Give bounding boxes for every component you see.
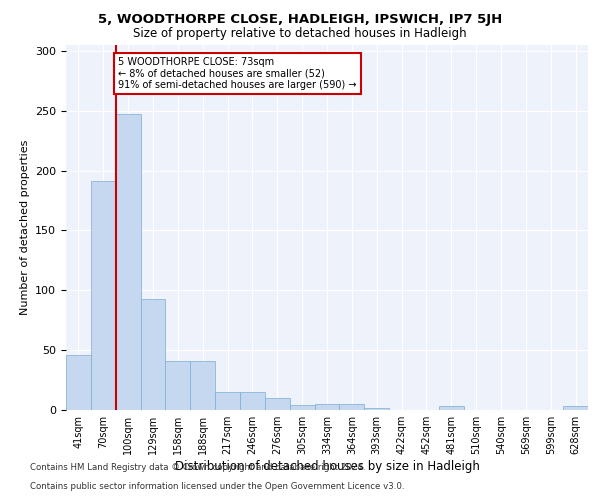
Y-axis label: Number of detached properties: Number of detached properties — [20, 140, 29, 315]
Bar — [340, 404, 364, 410]
Bar — [215, 392, 240, 410]
Bar — [439, 406, 464, 410]
Text: 5 WOODTHORPE CLOSE: 73sqm
← 8% of detached houses are smaller (52)
91% of semi-d: 5 WOODTHORPE CLOSE: 73sqm ← 8% of detach… — [118, 57, 356, 90]
Bar — [364, 408, 389, 410]
Bar — [66, 355, 91, 410]
Bar — [240, 392, 265, 410]
Text: 5, WOODTHORPE CLOSE, HADLEIGH, IPSWICH, IP7 5JH: 5, WOODTHORPE CLOSE, HADLEIGH, IPSWICH, … — [98, 12, 502, 26]
Bar — [166, 361, 190, 410]
Bar — [140, 298, 166, 410]
Bar — [190, 361, 215, 410]
Text: Contains HM Land Registry data © Crown copyright and database right 2024.: Contains HM Land Registry data © Crown c… — [30, 464, 365, 472]
Text: Size of property relative to detached houses in Hadleigh: Size of property relative to detached ho… — [133, 28, 467, 40]
Bar — [91, 182, 116, 410]
Bar — [265, 398, 290, 410]
Text: Contains public sector information licensed under the Open Government Licence v3: Contains public sector information licen… — [30, 482, 404, 491]
Bar — [563, 406, 588, 410]
Bar — [116, 114, 140, 410]
Bar — [314, 404, 340, 410]
X-axis label: Distribution of detached houses by size in Hadleigh: Distribution of detached houses by size … — [175, 460, 479, 473]
Bar — [290, 405, 314, 410]
